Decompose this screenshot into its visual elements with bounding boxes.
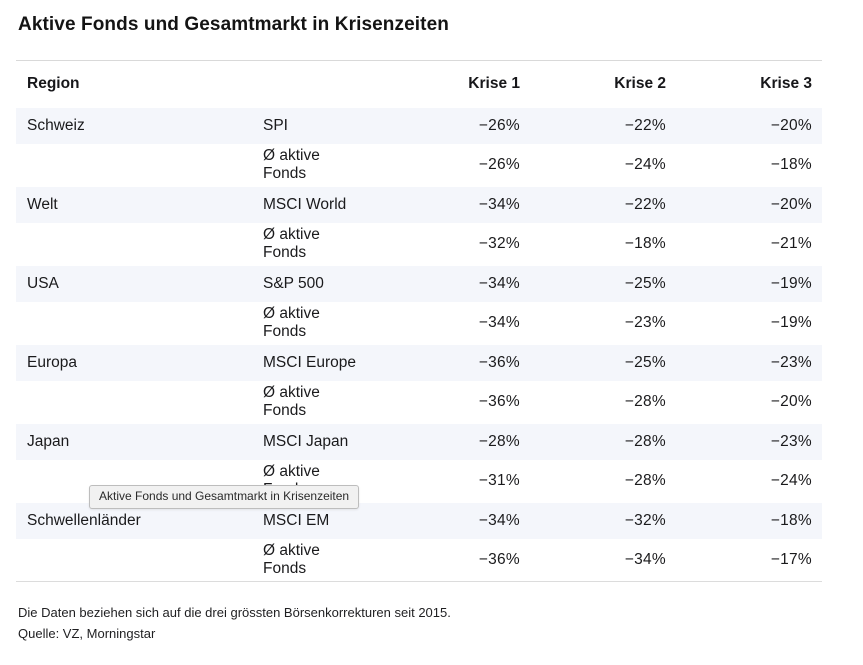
krise1-value: −34% (478, 195, 520, 213)
krise3-value: −24% (770, 472, 812, 489)
krise1-value: −26% (478, 156, 520, 173)
krise2-value: −22% (624, 195, 666, 213)
table-row: USA S&P 500 −34% −25% −19% (16, 265, 822, 302)
table-row: Welt MSCI World −34% −22% −20% (16, 186, 822, 223)
region-cell (16, 302, 256, 345)
footnote: Die Daten beziehen sich auf die drei grö… (18, 605, 451, 620)
krise1-value: −32% (478, 235, 520, 252)
krise3-value: −19% (770, 274, 812, 292)
krise2-value: −28% (624, 472, 666, 489)
table-row: Schweiz SPI −26% −22% −20% (16, 107, 822, 144)
krise2-value: −28% (624, 393, 666, 410)
krise2-value: −32% (624, 511, 666, 529)
region-cell (16, 144, 256, 187)
krise3-value: −20% (770, 393, 812, 410)
krise1-value: −34% (478, 274, 520, 292)
table-row: Ø aktive Fonds −32% −18% −21% (16, 222, 822, 266)
region-cell (16, 539, 256, 582)
instrument-cell: Ø aktive Fonds (263, 147, 320, 182)
krise3-value: −20% (770, 195, 812, 213)
region-cell: Japan (27, 432, 70, 450)
krise3-value: −23% (770, 432, 812, 450)
region-cell (16, 381, 256, 424)
instrument-cell: Ø aktive Fonds (263, 541, 320, 577)
table-header-row: Region Krise 1 Krise 2 Krise 3 (16, 61, 822, 108)
instrument-cell: MSCI Japan (263, 432, 349, 450)
region-cell: Welt (27, 195, 58, 213)
krise2-value: −25% (624, 274, 666, 292)
krise3-value: −19% (770, 314, 812, 331)
page-title: Aktive Fonds und Gesamtmarkt in Krisenze… (18, 14, 449, 35)
table-row: Ø aktive Fonds −26% −24% −18% (16, 143, 822, 187)
column-header-krise2: Krise 2 (614, 75, 666, 93)
krise2-value: −22% (624, 116, 666, 134)
instrument-cell: Ø aktive Fonds (263, 305, 320, 340)
krise1-value: −34% (478, 314, 520, 331)
krise2-value: −24% (624, 156, 666, 173)
column-header-region: Region (27, 75, 80, 93)
region-cell: USA (27, 274, 59, 292)
table-body: Schweiz SPI −26% −22% −20% Ø aktive Fonds −26%… (16, 107, 822, 582)
table-row: Ø aktive Fonds −34% −23% −19% (16, 301, 822, 345)
krise1-value: −34% (478, 511, 520, 529)
krise1-value: −28% (478, 432, 520, 450)
krise3-value: −23% (770, 353, 812, 371)
krise2-value: −23% (624, 314, 666, 331)
krise1-value: −26% (478, 116, 520, 134)
krise2-value: −25% (624, 353, 666, 371)
table-row: Ø aktive Fonds −36% −34% −17% (16, 538, 822, 582)
instrument-cell: MSCI EM (263, 511, 330, 529)
krise1-value: −31% (478, 472, 520, 489)
region-cell: Europa (27, 353, 77, 371)
krise3-value: −20% (770, 116, 812, 134)
column-header-krise3: Krise 3 (760, 75, 812, 93)
column-header-instrument (256, 61, 384, 108)
krise3-value: −18% (770, 511, 812, 529)
krise3-value: −21% (770, 235, 812, 252)
krise2-value: −34% (624, 550, 666, 568)
table-row: Japan MSCI Japan −28% −28% −23% (16, 423, 822, 460)
krise3-value: −18% (770, 156, 812, 173)
table-row: Ø aktive Fonds −36% −28% −20% (16, 380, 822, 424)
region-cell (16, 223, 256, 266)
column-header-krise1: Krise 1 (468, 75, 520, 93)
krise1-value: −36% (478, 353, 520, 371)
region-cell: Schweiz (27, 116, 85, 134)
region-cell: Schwellenländer (27, 511, 141, 529)
instrument-cell: Ø aktive Fonds (263, 226, 320, 261)
krise2-value: −18% (624, 235, 666, 252)
instrument-cell: MSCI Europe (263, 353, 357, 371)
krise1-value: −36% (478, 550, 520, 568)
krise2-value: −28% (624, 432, 666, 450)
krise1-value: −36% (478, 393, 520, 410)
instrument-cell: SPI (263, 116, 288, 134)
source-note: Quelle: VZ, Morningstar (18, 626, 156, 641)
table-row: Schwellenländer MSCI EM −34% −32% −18% (16, 502, 822, 539)
tooltip: Aktive Fonds und Gesamtmarkt in Krisenze… (89, 485, 360, 509)
instrument-cell: MSCI World (263, 195, 347, 213)
table-row: Europa MSCI Europe −36% −25% −23% (16, 344, 822, 381)
instrument-cell: S&P 500 (263, 274, 324, 292)
instrument-cell: Ø aktive Fonds (263, 384, 320, 419)
krise3-value: −17% (770, 550, 812, 568)
